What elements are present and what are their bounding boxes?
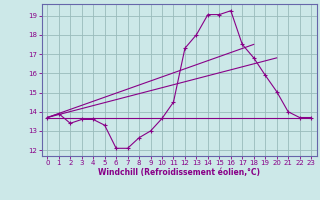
X-axis label: Windchill (Refroidissement éolien,°C): Windchill (Refroidissement éolien,°C) bbox=[98, 168, 260, 177]
